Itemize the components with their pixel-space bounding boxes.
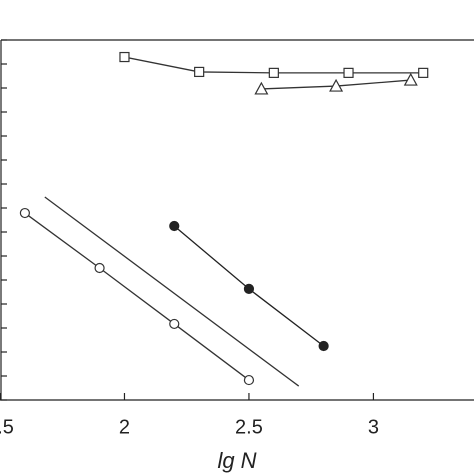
marker: [318, 340, 329, 352]
marker: [418, 67, 429, 78]
marker: [169, 220, 180, 232]
marker: [254, 81, 269, 95]
marker: [268, 67, 279, 78]
x-tick-label: 1.5: [0, 416, 14, 438]
x-axis-label: lg N: [217, 448, 256, 473]
series-line: [24, 212, 250, 381]
x-tick-label: 2.5: [235, 416, 263, 438]
marker: [169, 318, 180, 330]
marker: [243, 374, 255, 386]
marker: [19, 207, 30, 219]
marker: [403, 72, 418, 86]
x-tick-label: 3: [368, 416, 379, 438]
marker: [94, 262, 105, 274]
marker: [343, 67, 354, 78]
marker: [119, 51, 130, 63]
x-tick-label: 2: [119, 416, 130, 438]
marker: [194, 66, 205, 78]
series-line: [44, 196, 300, 387]
marker: [243, 283, 255, 294]
marker: [329, 78, 344, 92]
